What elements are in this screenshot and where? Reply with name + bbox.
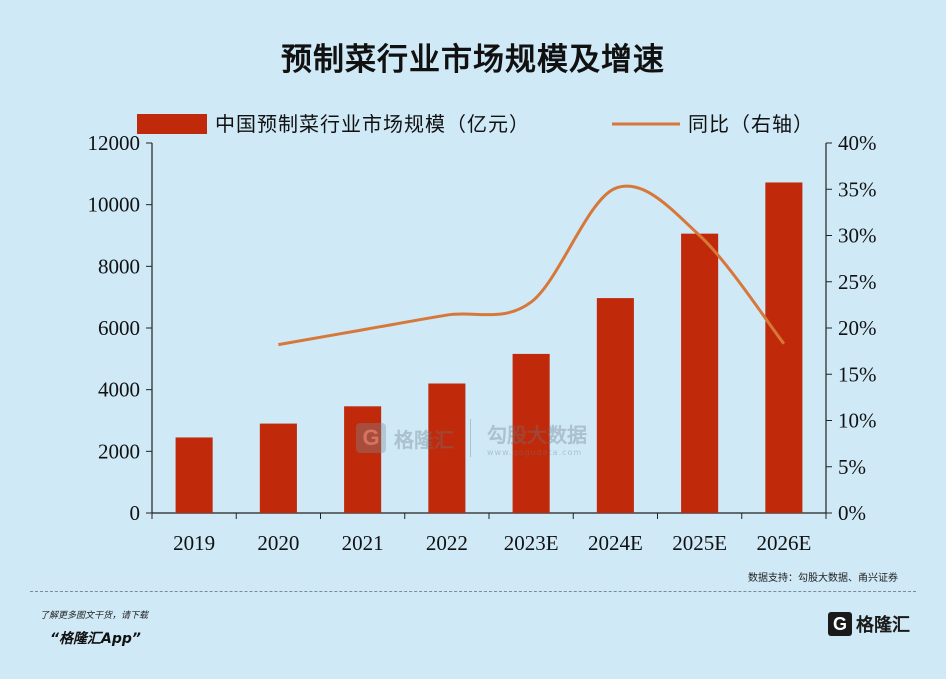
bar (344, 406, 382, 513)
footer-note: 了解更多图文干货，请下载 (40, 611, 149, 621)
footer-app-name: “格隆汇App” (50, 631, 141, 647)
x-tick-label: 2024E (588, 531, 643, 555)
x-tick-label: 2019 (173, 531, 215, 555)
x-tick-label: 2025E (672, 531, 727, 555)
growth-line-path (278, 184, 786, 347)
y-left-tick-label: 10000 (88, 193, 141, 217)
bar (259, 423, 297, 513)
chart-svg: 中国预制菜行业市场规模（亿元） 同比（右轴） 0 2000 4000 6000 8000… (88, 112, 877, 555)
x-tick-label: 2021 (342, 531, 384, 555)
growth-line (278, 184, 786, 347)
legend: 中国预制菜行业市场规模（亿元） 同比（右轴） (137, 112, 814, 136)
brand-logo-icon: G (828, 612, 852, 636)
watermark-brand2: 勾股大数据 (487, 423, 587, 447)
y-right-tick-label: 5% (838, 455, 866, 479)
y-left-tick-label: 0 (130, 501, 141, 525)
y-right-tick-label: 40% (838, 131, 877, 155)
watermark-logo-icon: G (356, 423, 386, 453)
watermark-separator (470, 419, 471, 457)
x-tick-label: 2023E (504, 531, 559, 555)
y-left-tick-label: 12000 (88, 131, 141, 155)
watermark-brand2-block: 勾股大数据 www.gogudata.com (487, 419, 587, 457)
y-left-tick-label: 4000 (98, 378, 140, 402)
brand-name: 格隆汇 (856, 615, 910, 636)
y-right-tick-label: 15% (838, 362, 877, 386)
bar (428, 383, 466, 513)
watermark: G 格隆汇 勾股大数据 www.gogudata.com (356, 416, 587, 460)
watermark-brand: 格隆汇 (394, 427, 454, 452)
legend-bar-label: 中国预制菜行业市场规模（亿元） (215, 112, 530, 136)
y-right-tick-label: 30% (838, 224, 877, 248)
y-right-tick-label: 10% (838, 409, 877, 433)
y-left-tick-label: 8000 (98, 254, 140, 278)
tick-labels: 0 2000 4000 6000 8000 10000 12000 0% 5% 10% 15% 20%… (88, 131, 877, 555)
legend-bar-swatch (137, 114, 207, 134)
brand-logo[interactable]: G 格隆汇 (828, 610, 920, 638)
y-right-tick-label: 35% (838, 177, 877, 201)
footer-divider (30, 591, 916, 592)
watermark-url: www.gogudata.com (487, 448, 583, 457)
bar (765, 182, 803, 513)
bar (681, 233, 719, 513)
bar (512, 353, 550, 513)
bars (175, 182, 803, 513)
axes (146, 142, 832, 519)
y-right-tick-label: 20% (838, 316, 877, 340)
source-note: 数据支持：勾股大数据、甬兴证券 (748, 573, 898, 584)
y-right-tick-label: 25% (838, 270, 877, 294)
y-right-tick-label: 0% (838, 501, 866, 525)
x-tick-label: 2022 (426, 531, 468, 555)
bar (175, 437, 213, 513)
y-left-tick-label: 2000 (98, 439, 140, 463)
x-tick-label: 2026E (756, 531, 811, 555)
chart-title: 预制菜行业市场规模及增速 (281, 42, 665, 78)
bar (596, 298, 634, 513)
x-tick-label: 2020 (257, 531, 299, 555)
legend-line-label: 同比（右轴） (688, 112, 814, 136)
y-left-tick-label: 6000 (98, 316, 140, 340)
